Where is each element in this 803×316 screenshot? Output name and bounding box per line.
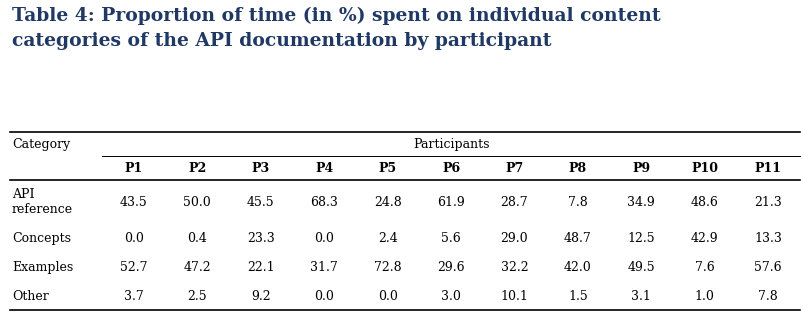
Text: P11: P11 [754, 162, 781, 175]
Text: 23.3: 23.3 [247, 232, 275, 245]
Text: P6: P6 [442, 162, 459, 175]
Text: 42.9: 42.9 [690, 232, 718, 245]
Text: P10: P10 [691, 162, 717, 175]
Text: 0.0: 0.0 [314, 232, 334, 245]
Text: P9: P9 [631, 162, 650, 175]
Text: 50.0: 50.0 [183, 196, 211, 209]
Text: 22.1: 22.1 [247, 261, 274, 274]
Text: 5.6: 5.6 [441, 232, 460, 245]
Text: 7.8: 7.8 [568, 196, 587, 209]
Text: 12.5: 12.5 [627, 232, 654, 245]
Text: 61.9: 61.9 [437, 196, 464, 209]
Text: 21.3: 21.3 [753, 196, 781, 209]
Text: 2.4: 2.4 [377, 232, 397, 245]
Text: 3.0: 3.0 [441, 289, 460, 302]
Text: 13.3: 13.3 [753, 232, 781, 245]
Text: 45.5: 45.5 [247, 196, 274, 209]
Text: 0.0: 0.0 [124, 232, 144, 245]
Text: 47.2: 47.2 [183, 261, 211, 274]
Text: P2: P2 [188, 162, 206, 175]
Text: Examples: Examples [12, 261, 73, 274]
Text: 10.1: 10.1 [500, 289, 528, 302]
Text: Concepts: Concepts [12, 232, 71, 245]
Text: 3.7: 3.7 [124, 289, 144, 302]
Text: 68.3: 68.3 [310, 196, 338, 209]
Text: 48.7: 48.7 [564, 232, 591, 245]
Text: P3: P3 [251, 162, 270, 175]
Text: P8: P8 [569, 162, 586, 175]
Text: 28.7: 28.7 [500, 196, 528, 209]
Text: 24.8: 24.8 [373, 196, 401, 209]
Text: 0.0: 0.0 [377, 289, 397, 302]
Text: 32.2: 32.2 [500, 261, 528, 274]
Text: P7: P7 [505, 162, 523, 175]
Text: 7.6: 7.6 [694, 261, 714, 274]
Text: P5: P5 [378, 162, 396, 175]
Text: 43.5: 43.5 [120, 196, 148, 209]
Text: 31.7: 31.7 [310, 261, 337, 274]
Text: 2.5: 2.5 [187, 289, 207, 302]
Text: 9.2: 9.2 [251, 289, 270, 302]
Text: P1: P1 [124, 162, 143, 175]
Text: Participants: Participants [412, 138, 489, 151]
Text: 72.8: 72.8 [373, 261, 401, 274]
Text: 0.4: 0.4 [187, 232, 207, 245]
Text: P4: P4 [315, 162, 333, 175]
Text: 1.0: 1.0 [694, 289, 714, 302]
Text: 1.5: 1.5 [568, 289, 587, 302]
Text: 52.7: 52.7 [120, 261, 148, 274]
Text: 48.6: 48.6 [690, 196, 718, 209]
Text: API
reference: API reference [12, 189, 73, 216]
Text: 29.6: 29.6 [437, 261, 464, 274]
Text: 0.0: 0.0 [314, 289, 334, 302]
Text: Other: Other [12, 289, 49, 302]
Text: 3.1: 3.1 [630, 289, 650, 302]
Text: 7.8: 7.8 [757, 289, 777, 302]
Text: 49.5: 49.5 [627, 261, 654, 274]
Text: 57.6: 57.6 [753, 261, 781, 274]
Text: 42.0: 42.0 [564, 261, 591, 274]
Text: 29.0: 29.0 [500, 232, 528, 245]
Text: 34.9: 34.9 [626, 196, 654, 209]
Text: Table 4: Proportion of time (in %) spent on individual content
categories of the: Table 4: Proportion of time (in %) spent… [12, 7, 660, 50]
Text: Category: Category [12, 138, 70, 151]
